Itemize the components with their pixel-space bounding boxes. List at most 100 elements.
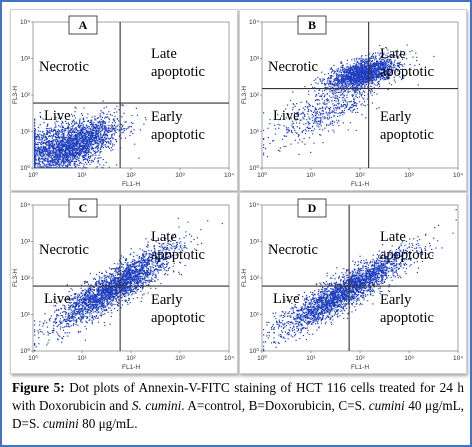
data-point xyxy=(344,80,346,82)
data-point xyxy=(334,82,336,84)
data-point xyxy=(34,163,37,165)
data-point xyxy=(337,91,340,93)
data-point xyxy=(370,78,372,80)
data-point xyxy=(353,99,355,101)
data-point xyxy=(65,165,67,167)
data-point xyxy=(72,149,75,151)
data-point xyxy=(376,60,378,63)
data-point xyxy=(360,82,362,84)
data-point xyxy=(353,77,355,79)
data-point xyxy=(100,139,102,141)
data-point xyxy=(101,144,103,146)
data-point xyxy=(366,68,368,70)
data-point xyxy=(62,149,64,151)
data-point xyxy=(359,78,361,81)
data-point xyxy=(54,136,57,138)
data-point xyxy=(76,123,78,125)
data-point xyxy=(380,63,382,65)
data-point xyxy=(318,123,320,125)
data-point xyxy=(72,142,74,144)
data-point xyxy=(49,145,51,147)
data-point xyxy=(103,107,105,109)
data-point xyxy=(99,115,101,117)
data-point xyxy=(337,81,339,83)
data-point xyxy=(325,103,327,105)
data-point xyxy=(68,152,70,154)
data-point xyxy=(383,69,385,71)
data-point xyxy=(64,154,66,156)
data-point xyxy=(81,140,83,142)
data-point xyxy=(59,142,61,144)
data-point xyxy=(69,149,71,151)
data-point xyxy=(61,159,63,161)
data-point xyxy=(111,126,113,129)
data-point xyxy=(384,63,387,65)
data-point xyxy=(73,137,75,139)
data-point xyxy=(319,134,321,136)
data-point xyxy=(58,154,60,156)
data-point xyxy=(50,152,52,154)
data-point xyxy=(97,144,99,146)
data-point xyxy=(358,69,360,71)
data-point xyxy=(354,73,356,75)
data-point xyxy=(380,67,382,69)
data-point xyxy=(295,122,298,124)
data-point xyxy=(394,54,396,57)
data-point xyxy=(364,105,367,107)
data-point xyxy=(339,96,341,99)
data-point xyxy=(41,138,43,140)
data-point xyxy=(398,54,401,56)
data-point xyxy=(94,142,96,145)
data-point xyxy=(44,137,47,139)
data-point xyxy=(101,137,104,139)
data-point xyxy=(55,136,57,138)
data-point xyxy=(302,107,304,109)
data-point xyxy=(108,131,110,133)
data-point xyxy=(409,63,411,66)
data-point xyxy=(48,147,50,149)
data-point xyxy=(79,138,81,140)
data-point xyxy=(350,82,352,84)
data-point xyxy=(81,146,83,148)
data-point xyxy=(347,76,349,78)
data-point xyxy=(362,69,364,71)
data-point xyxy=(80,135,82,137)
data-point xyxy=(107,124,109,126)
data-point xyxy=(82,146,85,148)
data-point xyxy=(42,141,44,143)
data-point xyxy=(75,164,77,166)
data-point xyxy=(337,96,339,98)
data-point xyxy=(369,79,371,81)
data-point xyxy=(286,104,289,106)
data-point xyxy=(38,137,40,139)
data-point xyxy=(328,107,330,109)
data-point xyxy=(55,161,57,163)
data-point xyxy=(341,105,343,108)
data-point xyxy=(396,62,398,64)
data-point xyxy=(58,147,60,149)
data-point xyxy=(48,146,50,148)
data-point xyxy=(347,103,349,105)
data-point xyxy=(380,78,382,80)
data-point xyxy=(96,126,98,128)
data-point xyxy=(94,135,96,137)
data-point xyxy=(54,143,56,145)
data-point xyxy=(64,139,67,141)
data-point xyxy=(359,92,361,94)
data-point xyxy=(381,64,383,66)
data-point xyxy=(84,136,86,139)
data-point xyxy=(116,111,118,113)
data-point xyxy=(337,85,339,87)
data-point xyxy=(381,61,383,63)
data-point xyxy=(57,148,59,150)
data-point xyxy=(90,155,92,157)
data-point xyxy=(360,94,362,96)
data-point xyxy=(108,138,110,140)
data-point xyxy=(343,72,345,74)
data-point xyxy=(338,71,340,73)
data-point xyxy=(344,95,346,97)
data-point xyxy=(346,63,348,65)
data-point xyxy=(43,163,45,165)
data-point xyxy=(342,122,344,124)
data-point xyxy=(357,84,359,86)
